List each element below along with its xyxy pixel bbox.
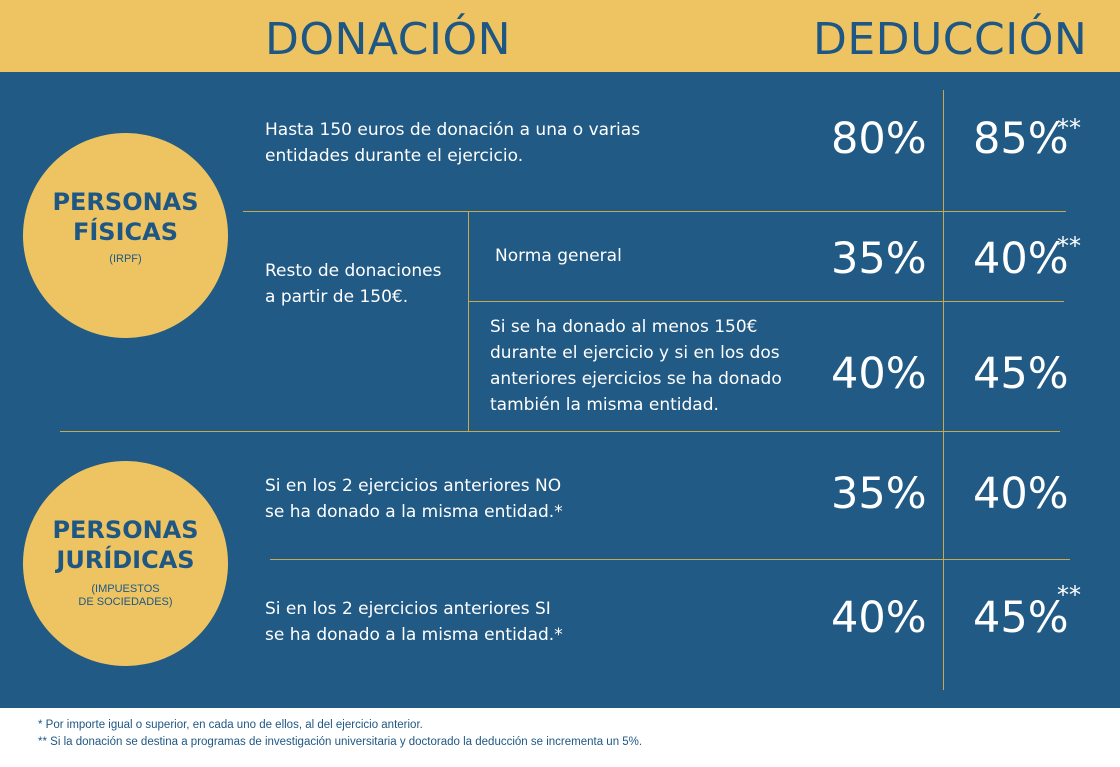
pj-row-si-description: Si en los 2 ejercicios anteriores SI se … [265,599,563,645]
pf-general-footnote-mark: ** [1057,232,1081,260]
sub-column-divider [468,211,469,431]
pj-row-si-deduction-pct: 45% [973,593,1069,643]
personas-juridicas-subtitle-line1: (IMPUESTOS [91,583,160,595]
personas-juridicas-title-line2: JURÍDICAS [56,546,195,574]
pj-row-no-donation-pct: 35% [831,469,927,519]
pf-general-description: Norma general [495,246,622,266]
personas-fisicas-title-line1: PERSONAS [52,188,199,216]
pf-recurrent-description: Si se ha donado al menos 150€ durante el… [490,317,782,415]
personas-juridicas-title-line1: PERSONAS [52,516,199,544]
row-divider [270,559,1070,560]
pf-row1-donation-pct: 80% [831,114,927,164]
column-divider-vertical [943,90,944,690]
header-bar: DONACIÓN DEDUCCIÓN [0,0,1120,72]
row-divider [469,301,1064,302]
personas-juridicas-badge: PERSONAS JURÍDICAS (IMPUESTOS DE SOCIEDA… [23,461,228,666]
pj-row-si-footnote-mark: ** [1057,581,1081,609]
pf-rest-label: Resto de donaciones a partir de 150€. [265,261,442,307]
pf-general-deduction-pct: 40% [973,234,1069,284]
content-panel: PERSONAS FÍSICAS (IRPF) Hasta 150 euros … [0,72,1120,708]
pf-general-donation-pct: 35% [831,234,927,284]
pf-row1-footnote-mark: ** [1057,114,1081,142]
personas-fisicas-title-line2: FÍSICAS [72,218,178,246]
pj-row-si-donation-pct: 40% [831,593,927,643]
pj-row-no-deduction-pct: 40% [973,469,1069,519]
row-divider [243,211,1066,212]
pf-recurrent-donation-pct: 40% [831,349,927,399]
personas-fisicas-badge: PERSONAS FÍSICAS (IRPF) [23,133,228,338]
personas-juridicas-subtitle-line2: DE SOCIEDADES) [78,596,173,608]
donation-column-header: DONACIÓN [265,14,511,65]
pj-row-no-description: Si en los 2 ejercicios anteriores NO se … [265,476,563,522]
pf-row1-description: Hasta 150 euros de donación a una o vari… [265,120,641,166]
deduction-column-header: DEDUCCIÓN [813,14,1088,65]
section-divider [60,431,1060,432]
footnote-1: * Por importe igual o superior, en cada … [38,719,423,731]
pf-recurrent-deduction-pct: 45% [973,349,1069,399]
pf-row1-deduction-pct: 85% [973,114,1069,164]
personas-fisicas-subtitle: (IRPF) [109,253,142,265]
footnote-2: ** Si la donación se destina a programas… [38,736,643,748]
